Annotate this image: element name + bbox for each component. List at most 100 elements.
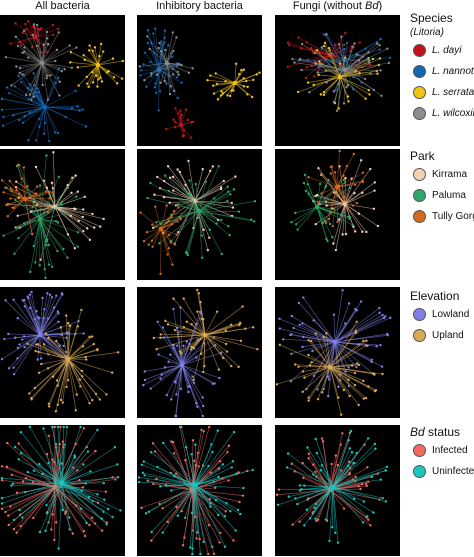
network-edge <box>39 293 63 336</box>
network-edge <box>202 319 206 336</box>
network-edge <box>176 364 183 395</box>
network-node <box>36 185 39 188</box>
network-node <box>68 516 71 519</box>
network-node <box>110 371 114 374</box>
network-node <box>16 214 19 217</box>
network-node <box>332 100 336 104</box>
network-node <box>179 217 182 221</box>
network-node <box>140 463 144 466</box>
network-node <box>342 388 346 392</box>
network-node <box>204 180 207 183</box>
network-edge <box>1 334 41 360</box>
network-node <box>143 79 146 82</box>
network-node <box>176 514 179 518</box>
network-node <box>174 414 178 418</box>
network-node <box>139 69 143 72</box>
network-node <box>180 425 183 429</box>
network-node <box>241 305 244 308</box>
network-node <box>215 310 219 313</box>
network-node <box>43 307 46 311</box>
network-node <box>309 339 313 343</box>
network-node <box>56 249 59 253</box>
legend-species: Species (Litoria) L. dayi L. nannotis L.… <box>410 11 474 123</box>
network-node <box>211 382 214 385</box>
network-node <box>197 465 200 468</box>
network-edge <box>61 482 98 495</box>
network-edge <box>44 105 78 108</box>
network-edge <box>308 366 331 401</box>
network-node <box>191 552 194 556</box>
network-edge <box>194 176 236 202</box>
legend-item: Paluma <box>410 186 474 205</box>
network-node <box>307 399 310 402</box>
network-node <box>187 159 190 163</box>
network-node <box>26 295 29 298</box>
network-edge <box>39 218 64 250</box>
network-node <box>36 343 40 346</box>
network-node <box>68 324 72 327</box>
network-node <box>318 62 321 65</box>
network-node <box>338 42 341 46</box>
network-edge <box>194 169 204 202</box>
network-edge <box>315 438 334 488</box>
network-node <box>13 252 16 255</box>
network-edge <box>41 60 56 64</box>
network-edge <box>39 218 57 222</box>
network-edge <box>329 366 364 382</box>
network-edge <box>198 210 222 221</box>
network-edge <box>198 200 228 212</box>
network-node <box>70 66 74 69</box>
network-node <box>176 168 179 171</box>
network-node <box>76 66 79 69</box>
network-node <box>379 37 382 41</box>
network-node <box>389 316 392 320</box>
network-node <box>60 200 64 204</box>
network-node <box>9 187 12 190</box>
network-edge <box>61 429 98 484</box>
network-edge <box>198 166 219 212</box>
network-edge <box>27 343 69 360</box>
network-edge <box>3 106 46 118</box>
network-node <box>246 85 249 89</box>
network-node <box>142 460 145 463</box>
network-edge <box>61 482 70 518</box>
network-node <box>105 523 108 526</box>
network-edge <box>160 228 170 249</box>
network-edge <box>334 317 385 343</box>
network-node <box>173 243 177 246</box>
network-node <box>154 27 157 30</box>
network-edge <box>317 489 331 520</box>
network-edge <box>44 90 76 108</box>
network-edge <box>329 366 375 375</box>
network-graph <box>290 149 380 252</box>
network-node <box>224 510 227 513</box>
network-node <box>201 168 204 171</box>
network-edge <box>11 62 43 86</box>
network-node <box>166 253 169 256</box>
network-edge <box>138 481 196 486</box>
network-edge <box>17 164 26 200</box>
network-edge <box>321 47 346 71</box>
network-node <box>194 443 197 446</box>
network-node <box>172 452 176 455</box>
network-edge <box>319 61 341 78</box>
network-edge <box>97 60 123 66</box>
network-edge <box>88 64 99 87</box>
network-node <box>15 226 18 230</box>
network-node <box>303 173 307 177</box>
network-edge <box>67 358 78 395</box>
network-node <box>80 489 83 493</box>
network-edge <box>14 86 46 108</box>
network-node <box>294 497 297 500</box>
network-edge <box>154 206 162 230</box>
network-node <box>331 525 334 529</box>
network-node <box>220 90 223 93</box>
network-node <box>374 447 377 450</box>
network-node <box>224 80 227 83</box>
network-edge <box>15 206 56 228</box>
network-node <box>384 315 387 318</box>
network-edge <box>344 203 347 235</box>
network-node <box>364 482 368 486</box>
network-edge <box>61 446 116 484</box>
network-edge <box>46 482 63 513</box>
